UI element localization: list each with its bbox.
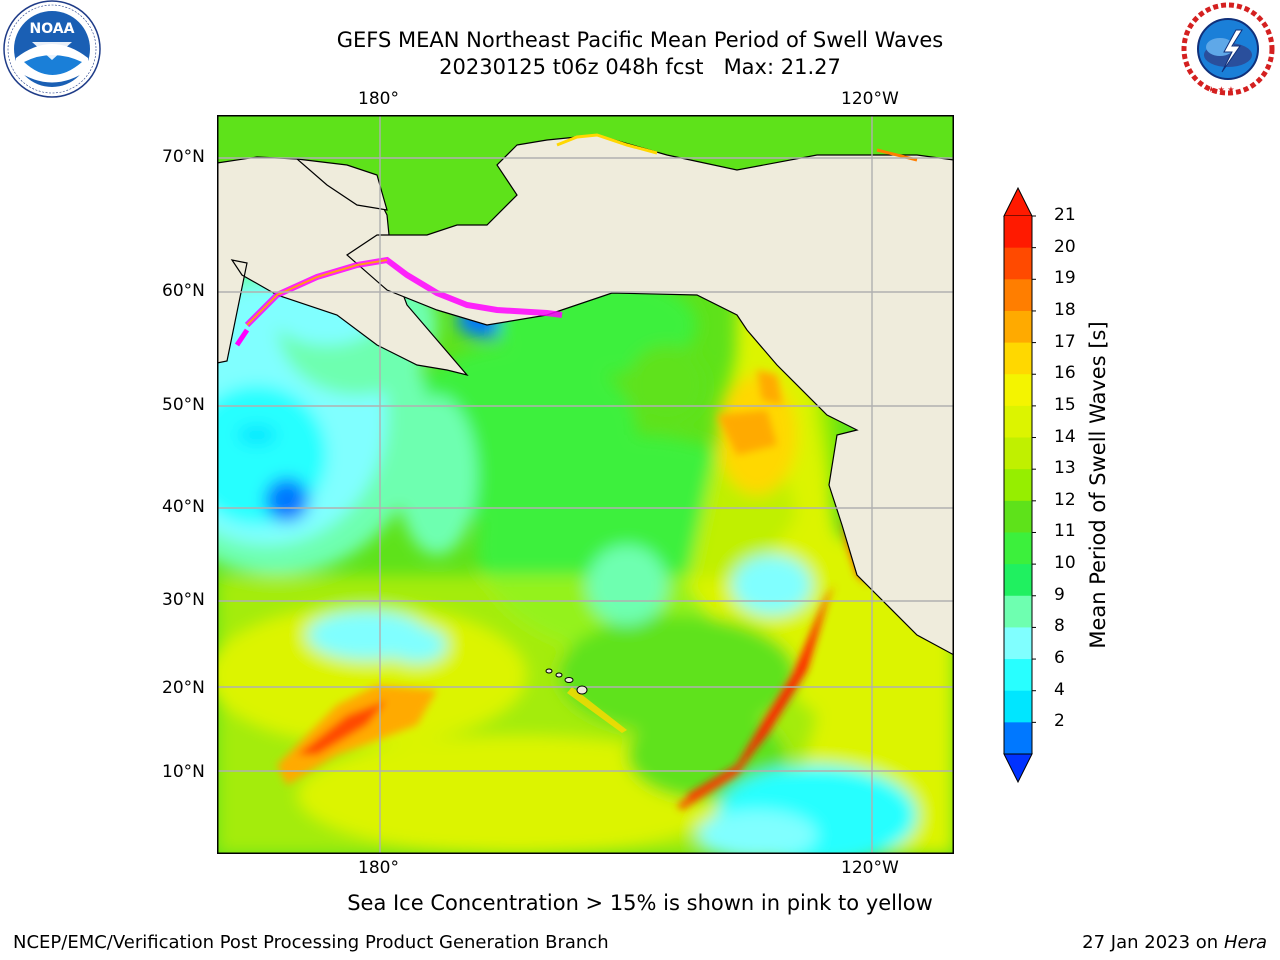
- colorbar-swatch: [1004, 532, 1032, 565]
- colorbar-tick-label: 6: [1054, 648, 1065, 669]
- colorbar-tick-label: 8: [1054, 616, 1065, 637]
- chart-title-line1: GEFS MEAN Northeast Pacific Mean Period …: [336, 28, 944, 52]
- colorbar-tick-label: 12: [1054, 489, 1076, 510]
- footer-date-text: 27 Jan 2023 on: [1082, 932, 1224, 953]
- colorbar-tick-label: 14: [1054, 426, 1076, 447]
- colorbar-swatch: [1004, 469, 1032, 502]
- colorbar-swatch: [1004, 690, 1032, 723]
- swell-period-map: [217, 115, 954, 854]
- bottom-lon-label-120w: 120°W: [841, 858, 899, 878]
- top-lon-label-120w: 120°W: [841, 89, 899, 109]
- colorbar-extend-bottom: [1003, 753, 1033, 784]
- colorbar-swatch: [1004, 437, 1032, 470]
- top-lon-label-180: 180°: [358, 89, 399, 109]
- lat-label-50n: 50°N: [162, 395, 205, 415]
- colorbar-swatch: [1004, 342, 1032, 375]
- colorbar-tick-label: 21: [1054, 205, 1076, 225]
- colorbar-tick-label: 15: [1054, 394, 1076, 415]
- lat-label-30n: 30°N: [162, 590, 205, 610]
- lat-label-70n: 70°N: [162, 147, 205, 167]
- colorbar-swatch: [1004, 595, 1032, 628]
- footer-date: 27 Jan 2023 on Hera: [1082, 932, 1267, 953]
- colorbar-swatch: [1004, 279, 1032, 312]
- colorbar-tick-label: 17: [1054, 331, 1076, 352]
- footer-machine: Hera: [1223, 932, 1267, 953]
- footer-credit: NCEP/EMC/Verification Post Processing Pr…: [13, 932, 609, 953]
- colorbar-swatch: [1004, 659, 1032, 692]
- chart-title-line2: 20230125 t06z 048h fcst Max: 21.27: [439, 55, 841, 79]
- colorbar-tick-label: 9: [1054, 584, 1065, 605]
- colorbar-swatch: [1004, 216, 1032, 249]
- colorbar-tick-label: 10: [1054, 553, 1076, 574]
- noaa-logo-text: NOAA: [30, 21, 75, 37]
- land-masses: [217, 115, 954, 656]
- colorbar: [1000, 186, 1037, 784]
- colorbar-border: [1003, 216, 1033, 754]
- colorbar-label: Mean Period of Swell Waves [s]: [1086, 321, 1110, 649]
- colorbar-extend-top: [1003, 186, 1033, 217]
- noaa-logo: NOAA: [2, 0, 102, 100]
- sea-ice-note: Sea Ice Concentration > 15% is shown in …: [347, 891, 933, 915]
- colorbar-swatch: [1004, 722, 1032, 755]
- colorbar-tick-label: 18: [1054, 299, 1076, 320]
- map-panel: [217, 115, 954, 854]
- hawaii-islands: [545, 668, 588, 695]
- colorbar-tick-label: 20: [1054, 236, 1076, 257]
- colorbar-tick-label: 13: [1054, 458, 1076, 479]
- lat-label-60n: 60°N: [162, 281, 205, 301]
- colorbar-tick-label: 2: [1054, 711, 1065, 732]
- colorbar-swatch: [1004, 310, 1032, 344]
- colorbar-swatch: [1004, 564, 1032, 597]
- colorbar-swatch: [1004, 405, 1032, 439]
- lat-label-40n: 40°N: [162, 497, 205, 517]
- colorbar-tick-label: 4: [1054, 679, 1065, 700]
- colorbar-tick-label: 16: [1054, 363, 1076, 384]
- colorbar-swatch: [1004, 627, 1032, 660]
- colorbar-swatch: [1004, 374, 1032, 407]
- bottom-lon-label-180: 180°: [358, 858, 399, 878]
- colorbar-tick-label: 19: [1054, 268, 1076, 289]
- colorbar-swatch: [1004, 500, 1032, 533]
- lat-label-10n: 10°N: [162, 762, 205, 782]
- nws-logo: ★ ★ ★: [1178, 0, 1278, 100]
- lat-label-20n: 20°N: [162, 678, 205, 698]
- colorbar-swatch: [1004, 247, 1032, 280]
- colorbar-tick-label: 11: [1054, 521, 1076, 542]
- map-gridlines: [217, 115, 954, 854]
- svg-text:★ ★ ★: ★ ★ ★: [1208, 85, 1235, 94]
